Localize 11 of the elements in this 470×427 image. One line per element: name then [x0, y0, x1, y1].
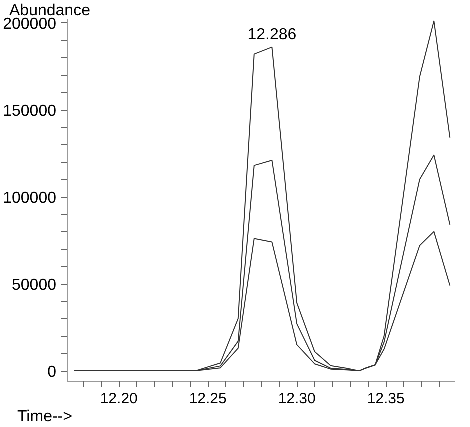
x-axis-title: Time--> — [18, 408, 72, 426]
x-tick-label: 12.35 — [367, 390, 405, 408]
y-tick-label: 200000 — [3, 16, 57, 33]
x-tick-label: 12.20 — [100, 390, 138, 408]
y-tick-label: 0 — [48, 364, 57, 382]
y-tick-label: 50000 — [12, 277, 57, 294]
x-tick-label: 12.30 — [278, 390, 316, 408]
x-tick-label: 12.25 — [189, 390, 227, 408]
annotation: 12.286 — [248, 26, 297, 44]
y-tick-label: 150000 — [3, 103, 57, 120]
y-tick-label: 100000 — [3, 190, 57, 208]
